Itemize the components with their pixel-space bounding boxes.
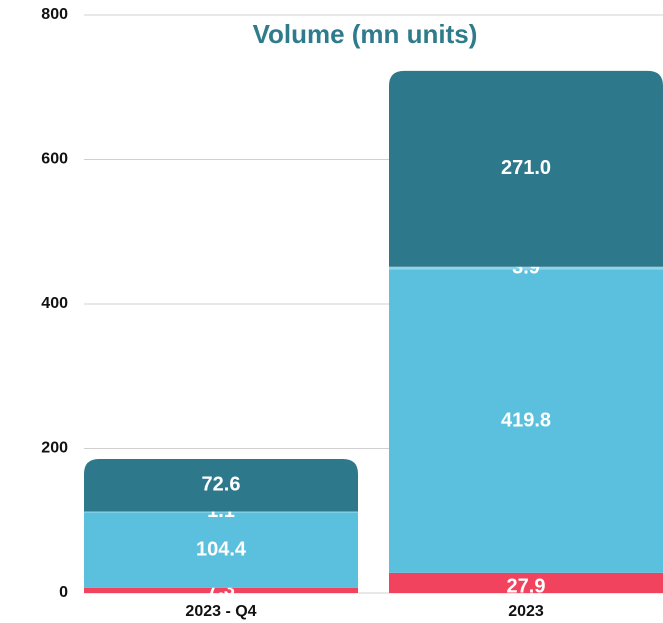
bar-segment: [84, 512, 358, 588]
bar-segment: [389, 266, 663, 270]
bar-segment: [389, 572, 663, 593]
bar-segment: [84, 459, 358, 512]
y-tick-label: 400: [41, 295, 68, 312]
chart-title: Volume (mn units): [253, 19, 478, 49]
y-tick-label: 800: [41, 6, 68, 23]
y-tick-label: 0: [59, 584, 68, 601]
y-tick-label: 200: [41, 440, 68, 457]
x-tick-label: 2023: [508, 603, 544, 620]
y-tick-label: 600: [41, 151, 68, 168]
bar-segment: [389, 70, 663, 267]
value-label: 419.8: [501, 409, 551, 431]
x-tick-label: 2023 - Q4: [185, 603, 256, 620]
value-label: 271.0: [501, 157, 551, 179]
value-label: 104.4: [196, 538, 247, 560]
value-label: 27.9: [507, 575, 546, 597]
bar-segment: [84, 511, 358, 513]
bar-segment: [84, 587, 358, 593]
value-label: 72.6: [202, 474, 241, 496]
bar-segment: [389, 269, 663, 573]
